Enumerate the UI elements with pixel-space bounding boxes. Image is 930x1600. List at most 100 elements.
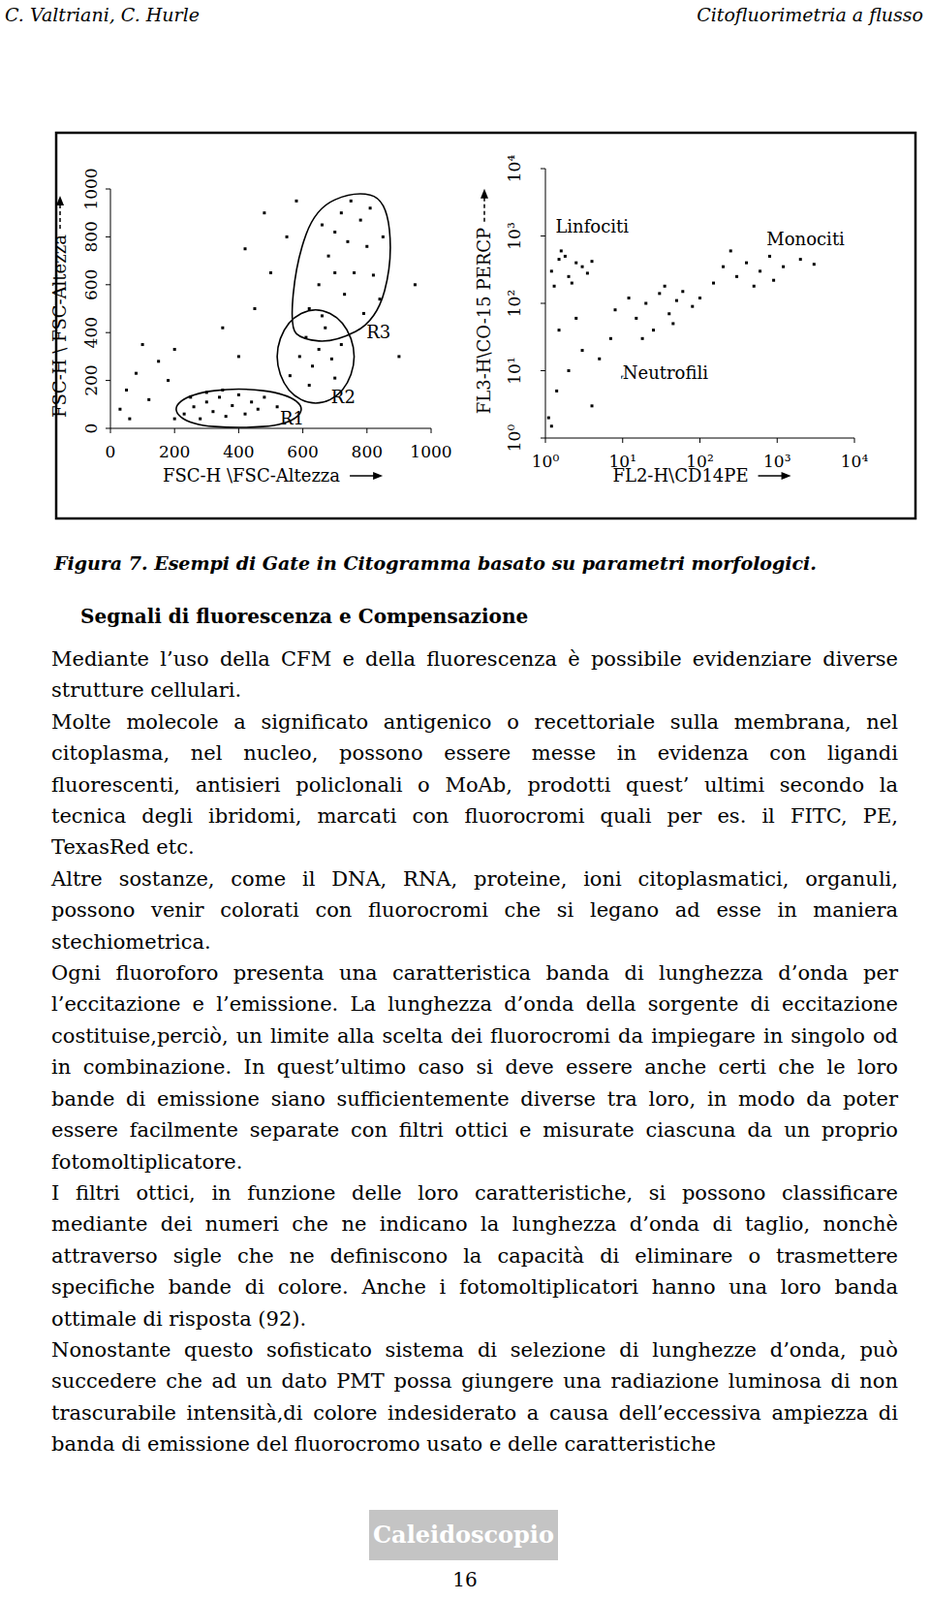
point <box>555 389 558 393</box>
y-tick-label: 200 <box>81 364 101 396</box>
footer-badge: Caleidoscopio <box>369 1509 558 1560</box>
point <box>288 373 292 377</box>
point <box>644 302 648 306</box>
point <box>752 284 756 288</box>
point <box>317 282 321 286</box>
point <box>298 354 302 358</box>
point <box>559 248 563 252</box>
x-tick <box>431 428 433 434</box>
section-heading: Segnali di fluorescenza e Compensazione <box>80 602 528 630</box>
point <box>141 342 145 346</box>
point <box>550 269 554 273</box>
point <box>735 275 739 279</box>
y-arrow-head <box>480 188 489 199</box>
point <box>205 400 209 403</box>
y-tick-label: 10⁰ <box>504 424 525 453</box>
point <box>359 218 363 222</box>
point <box>147 398 151 402</box>
point <box>127 417 131 421</box>
point <box>124 388 128 392</box>
point <box>323 326 327 330</box>
point <box>224 414 228 418</box>
point <box>768 254 772 258</box>
x-tick-label: 200 <box>158 441 190 462</box>
point <box>558 328 561 332</box>
x-tick <box>366 428 368 434</box>
point <box>320 223 324 227</box>
y-tick <box>540 437 546 439</box>
body-text: Mediante l’uso della CFM e della fluores… <box>51 643 899 1460</box>
y-tick-label: 10¹ <box>504 356 525 384</box>
point <box>317 347 321 351</box>
point <box>590 259 594 263</box>
annotation: Neutrofili <box>622 362 709 383</box>
point <box>799 257 803 261</box>
x-tick-label: 800 <box>351 441 383 462</box>
point <box>276 404 279 408</box>
point <box>205 390 209 394</box>
point <box>558 257 561 261</box>
plot-area <box>547 248 816 428</box>
figure-frame <box>56 132 916 519</box>
point <box>310 364 314 368</box>
x-tick <box>238 428 240 434</box>
y-tick-label: 10² <box>504 289 525 317</box>
point <box>781 265 785 269</box>
point <box>663 284 667 288</box>
y-tick <box>105 188 111 190</box>
point <box>667 311 671 315</box>
point <box>744 261 748 265</box>
point <box>340 211 343 215</box>
point <box>581 348 585 352</box>
y-tick-label: 1000 <box>81 167 101 210</box>
point <box>237 354 241 358</box>
x-tick <box>174 428 176 434</box>
point <box>345 240 349 244</box>
point <box>352 271 356 275</box>
x-tick <box>302 428 304 434</box>
x-tick-label: 10⁴ <box>840 451 869 471</box>
y-tick <box>540 235 546 237</box>
point <box>118 407 122 411</box>
x-tick-label: 0 <box>105 441 117 462</box>
point <box>729 248 733 252</box>
point <box>547 416 551 420</box>
point <box>285 235 289 239</box>
point <box>198 417 202 421</box>
point <box>609 337 613 341</box>
x-tick <box>621 437 623 443</box>
point <box>166 378 170 382</box>
point <box>413 282 417 286</box>
header-title: Citofluorimetria a flusso <box>696 3 924 26</box>
point <box>369 206 372 210</box>
point <box>362 311 366 315</box>
point <box>256 407 260 411</box>
point <box>812 262 816 266</box>
y-tick <box>540 303 546 305</box>
header-authors: C. Valtriani, C. Hurle <box>4 3 200 26</box>
point <box>698 296 702 300</box>
point <box>237 393 241 397</box>
point <box>641 337 645 341</box>
point <box>244 247 248 250</box>
gate-label: R3 <box>366 321 391 342</box>
point <box>304 336 308 340</box>
y-tick-label: 400 <box>81 316 101 348</box>
point <box>188 395 192 399</box>
x-tick-label: 10⁰ <box>531 451 560 471</box>
point <box>550 424 554 428</box>
point <box>381 235 385 239</box>
paragraph: Nonostante questo sofisticato sistema di… <box>51 1333 899 1460</box>
point <box>252 307 256 310</box>
point <box>397 354 401 358</box>
chart-0: 0200400600800100002004006008001000FSC-H … <box>49 167 453 486</box>
y-tick-label: 0 <box>81 423 101 434</box>
page-number: 16 <box>416 1567 514 1591</box>
y-tick <box>105 379 111 381</box>
x-axis-label: FSC-H \FSC-Altezza <box>162 465 341 486</box>
point <box>342 292 346 296</box>
x-tick-label: 10³ <box>763 451 791 471</box>
point <box>378 297 382 301</box>
x-tick <box>110 428 112 434</box>
point <box>333 376 337 380</box>
